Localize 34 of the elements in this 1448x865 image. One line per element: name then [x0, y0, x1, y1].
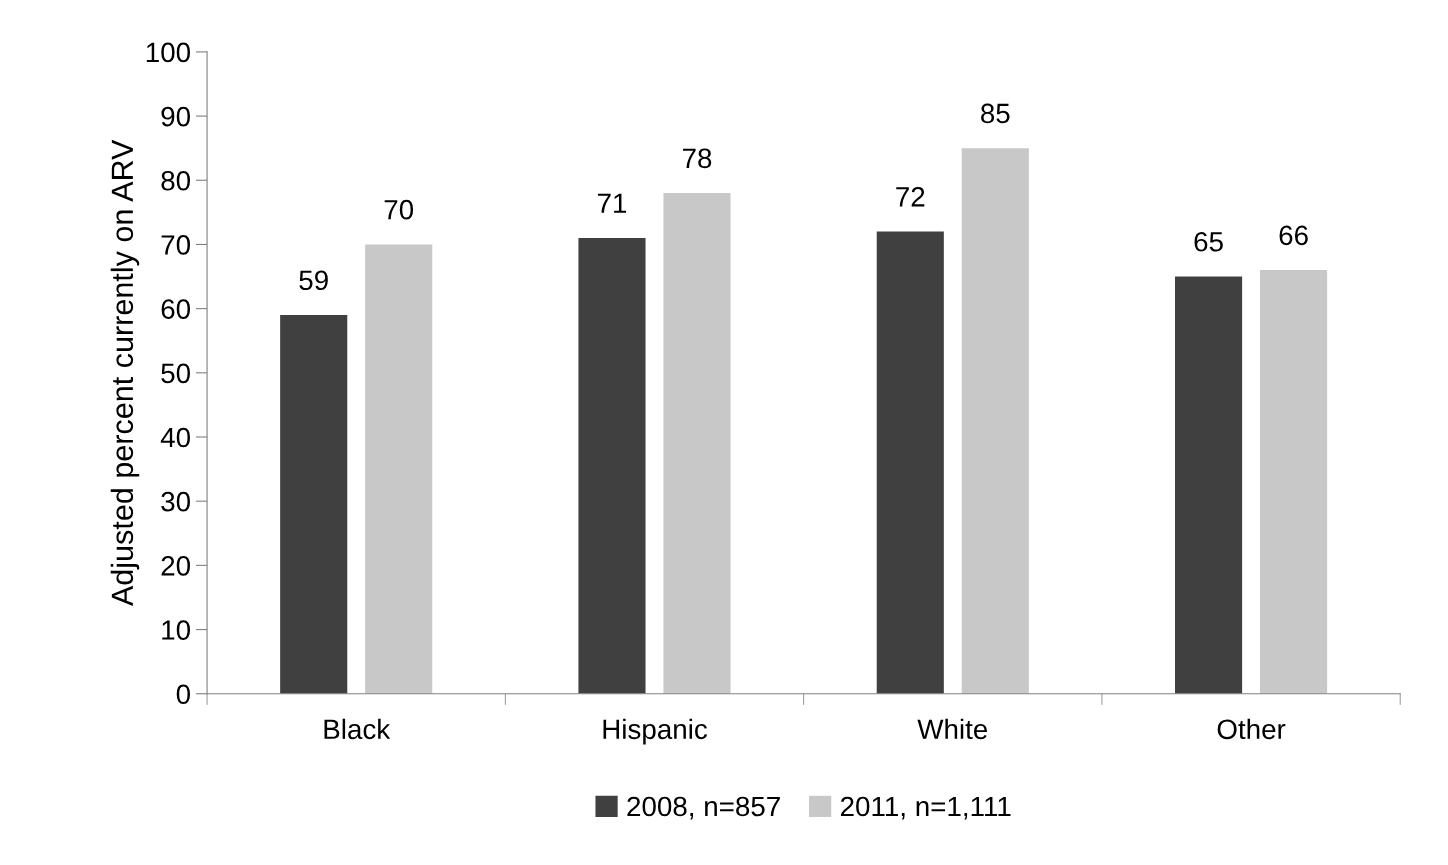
data-label: 85 — [981, 103, 1010, 124]
y-axis-title: Adjusted percent currently on ARV — [110, 139, 140, 607]
x-tick-label: Other — [1217, 718, 1286, 740]
data-label: 70 — [384, 199, 414, 220]
data-label: 65 — [1194, 231, 1223, 252]
y-tick-label: 90 — [161, 106, 191, 127]
y-tick-label: 100 — [146, 42, 191, 63]
y-tick-label: 40 — [160, 427, 191, 448]
bar — [1260, 270, 1328, 694]
legend-label: 2008, n=857 — [627, 796, 780, 820]
bar — [1175, 276, 1243, 694]
y-tick-label: 10 — [162, 620, 191, 640]
data-label: 78 — [682, 148, 712, 169]
data-label: 71 — [597, 193, 627, 213]
data-label: 59 — [299, 270, 328, 291]
y-tick-label: 0 — [176, 684, 191, 705]
y-tick-label: 30 — [161, 491, 191, 512]
bar — [578, 238, 646, 694]
data-label: 72 — [896, 187, 925, 207]
legend-label: 2011, n=1,111 — [840, 796, 1011, 820]
bar — [663, 193, 731, 694]
y-tick-label: 70 — [161, 235, 191, 255]
data-label: 66 — [1279, 225, 1308, 246]
x-tick-label: Hispanic — [603, 718, 708, 745]
bar — [280, 315, 348, 694]
y-tick-label: 50 — [161, 363, 191, 384]
x-tick-label: Black — [324, 718, 391, 740]
y-tick-label: 60 — [161, 299, 191, 319]
bar — [961, 148, 1029, 694]
bar — [365, 244, 433, 694]
y-tick-label: 80 — [161, 170, 191, 191]
x-tick-label: White — [917, 718, 988, 740]
bar — [876, 231, 944, 694]
y-tick-label: 20 — [161, 556, 191, 576]
